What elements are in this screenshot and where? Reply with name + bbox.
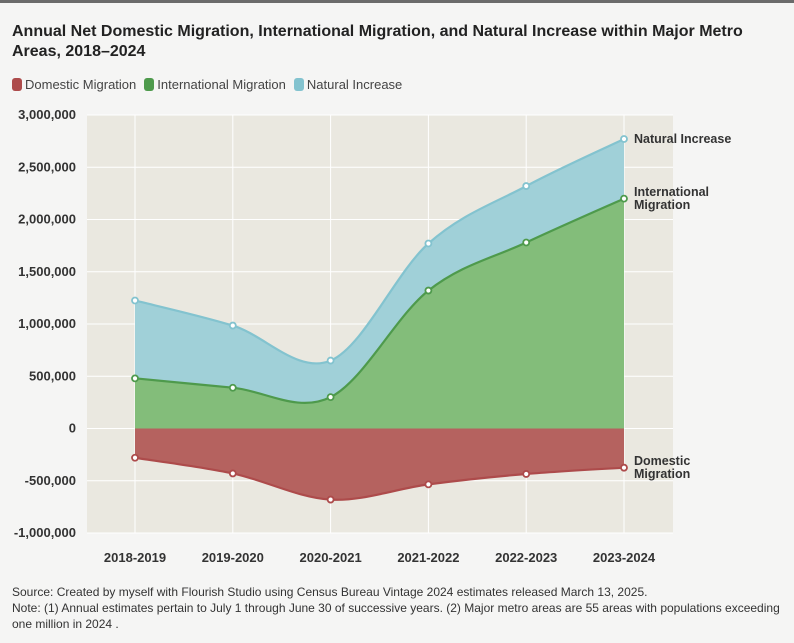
legend-item-domestic[interactable]: Domestic Migration bbox=[12, 77, 136, 92]
area-natural-increase bbox=[135, 139, 624, 403]
chart-title: Annual Net Domestic Migration, Internati… bbox=[12, 23, 743, 60]
legend-swatch-domestic bbox=[12, 77, 22, 91]
y-tick-label: -1,000,000 bbox=[14, 525, 76, 540]
area-domestic-migration bbox=[135, 428, 624, 500]
point-international-migration bbox=[228, 383, 237, 392]
point-natural-increase bbox=[522, 182, 531, 190]
legend-label-international: International Migration bbox=[157, 76, 286, 92]
source-note: Source: Created by myself with Flourish … bbox=[12, 584, 787, 632]
end-label-line: Domestic bbox=[634, 454, 690, 468]
point-domestic-migration bbox=[620, 463, 628, 472]
point-international-migration bbox=[326, 393, 335, 402]
point-international-migration bbox=[424, 286, 433, 295]
end-label-line: Migration bbox=[634, 467, 690, 481]
y-tick-label: 500,000 bbox=[29, 368, 76, 383]
legend: Domestic Migration International Migrati… bbox=[12, 76, 410, 92]
point-international-migration bbox=[522, 238, 531, 247]
legend-swatch-international bbox=[144, 77, 155, 91]
point-domestic-migration bbox=[131, 453, 139, 462]
point-natural-increase bbox=[620, 135, 628, 143]
point-domestic-migration bbox=[522, 470, 531, 478]
legend-label-domestic: Domestic Migration bbox=[25, 76, 137, 92]
y-tick-label: -500,000 bbox=[25, 473, 76, 488]
y-axis: -1,000,000 -500,000 0 500,000 1,000,000 1,500… bbox=[14, 107, 76, 540]
x-axis: 2018-2019 2019-2020 2020-2021 2021-2022 2022… bbox=[104, 550, 656, 565]
point-natural-increase bbox=[228, 321, 237, 330]
x-tick-label: 2019-2020 bbox=[202, 550, 264, 565]
source-line: Source: Created by myself with Flourish … bbox=[12, 585, 648, 599]
area-series bbox=[135, 139, 624, 500]
point-natural-increase bbox=[326, 356, 335, 365]
note-line: Note: (1) Annual estimates pertain to Ju… bbox=[12, 601, 780, 631]
point-domestic-migration bbox=[424, 480, 433, 489]
end-label-line: International bbox=[634, 185, 709, 199]
y-tick-label: 2,500,000 bbox=[18, 159, 76, 174]
x-tick-label: 2018-2019 bbox=[104, 550, 166, 565]
top-bar bbox=[0, 0, 794, 3]
y-tick-label: 3,000,000 bbox=[18, 107, 76, 122]
legend-label-natural: Natural Increase bbox=[306, 76, 403, 92]
line-natural-increase bbox=[134, 138, 625, 365]
end-label-line: Migration bbox=[634, 198, 690, 212]
data-points bbox=[131, 135, 628, 504]
y-tick-label: 2,000,000 bbox=[18, 212, 76, 227]
x-tick-label: 2022-2023 bbox=[495, 550, 557, 565]
y-tick-label: 1,500,000 bbox=[18, 264, 76, 279]
legend-swatch-natural bbox=[293, 77, 304, 91]
point-domestic-migration bbox=[228, 469, 237, 478]
point-domestic-migration bbox=[326, 495, 335, 504]
point-international-migration bbox=[620, 194, 628, 203]
chart-svg: -1,000,000 -500,000 0 500,000 1,000,000 1,500… bbox=[14, 107, 731, 565]
y-tick-label: 1,000,000 bbox=[18, 316, 76, 331]
legend-item-international[interactable]: International Migration bbox=[144, 77, 286, 92]
x-tick-label: 2020-2021 bbox=[300, 550, 362, 565]
point-international-migration bbox=[131, 374, 139, 383]
y-tick-label: 0 bbox=[69, 421, 76, 436]
area-international-migration bbox=[135, 198, 624, 429]
point-natural-increase bbox=[424, 239, 433, 248]
x-tick-label: 2021-2022 bbox=[397, 550, 459, 565]
end-label-domestic-migration: Domestic Migration bbox=[634, 454, 690, 481]
legend-item-natural[interactable]: Natural Increase bbox=[293, 76, 403, 92]
end-label-international-migration: International Migration bbox=[634, 185, 709, 212]
x-tick-label: 2023-2024 bbox=[593, 550, 656, 565]
end-label-line: Natural Increase bbox=[634, 132, 731, 146]
point-natural-increase bbox=[131, 296, 139, 305]
line-domestic-migration bbox=[134, 456, 625, 501]
end-label-natural-increase: Natural Increase bbox=[634, 132, 731, 146]
